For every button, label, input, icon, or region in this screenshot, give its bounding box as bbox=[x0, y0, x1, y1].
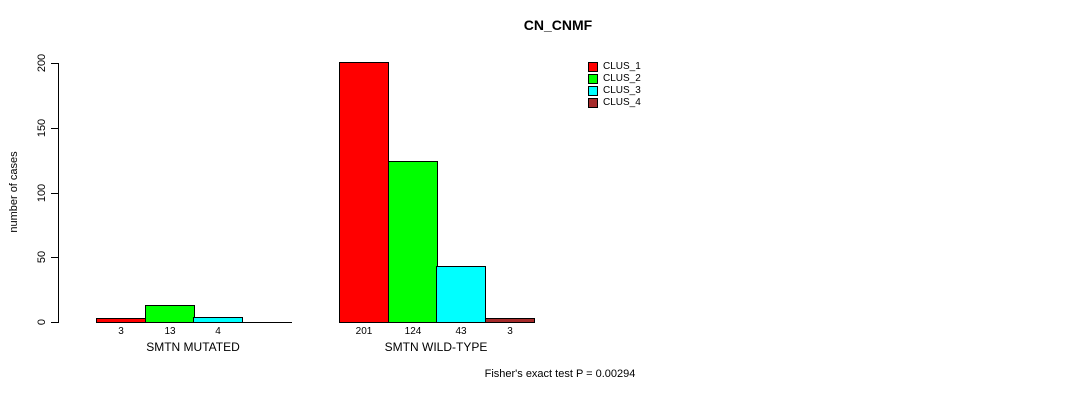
legend-swatch-clus_1 bbox=[588, 62, 598, 72]
bar-clus_2-2 bbox=[388, 161, 438, 323]
bar-value-label: 3 bbox=[507, 326, 513, 337]
legend-swatch-clus_2 bbox=[588, 74, 598, 84]
legend-entry-clus_4: CLUS_4 bbox=[588, 98, 641, 108]
y-tick bbox=[51, 128, 58, 129]
bar-clus_1-2 bbox=[339, 62, 389, 323]
bar-clus_4-1-zero bbox=[242, 322, 292, 323]
bar-clus_4-2 bbox=[485, 318, 535, 323]
legend-entry-clus_1: CLUS_1 bbox=[588, 62, 641, 72]
legend: CLUS_1 CLUS_2 CLUS_3 CLUS_4 bbox=[588, 62, 641, 108]
x-group-label: SMTN WILD-TYPE bbox=[384, 340, 488, 354]
y-tick-label: 100 bbox=[36, 183, 48, 203]
legend-entry-clus_3: CLUS_3 bbox=[588, 86, 641, 96]
bar-clus_1-1 bbox=[96, 318, 146, 323]
bar-clus_2-1 bbox=[145, 305, 195, 323]
legend-label: CLUS_1 bbox=[603, 61, 641, 72]
legend-entry-clus_2: CLUS_2 bbox=[588, 74, 641, 84]
chart-title: CN_CNMF bbox=[523, 17, 593, 33]
legend-label: CLUS_4 bbox=[603, 97, 641, 108]
y-tick-label: 200 bbox=[36, 53, 48, 73]
y-axis-line bbox=[58, 63, 59, 323]
bar-value-label: 13 bbox=[164, 326, 176, 337]
legend-swatch-clus_3 bbox=[588, 86, 598, 96]
y-tick bbox=[51, 257, 58, 258]
y-tick bbox=[51, 63, 58, 64]
y-tick-label: 50 bbox=[36, 250, 48, 264]
legend-label: CLUS_2 bbox=[603, 73, 641, 84]
bar-value-label: 43 bbox=[455, 326, 467, 337]
y-tick bbox=[51, 193, 58, 194]
y-tick-label: 150 bbox=[36, 118, 48, 138]
fisher-test-caption: Fisher's exact test P = 0.00294 bbox=[484, 368, 636, 380]
y-tick bbox=[51, 322, 58, 323]
bar-clus_3-2 bbox=[436, 266, 486, 323]
bar-value-label: 3 bbox=[118, 326, 124, 337]
y-tick-label: 0 bbox=[36, 318, 48, 326]
x-group-label: SMTN MUTATED bbox=[146, 340, 240, 354]
bar-clus_3-1 bbox=[193, 317, 243, 323]
legend-label: CLUS_3 bbox=[603, 85, 641, 96]
bar-value-label: 201 bbox=[355, 326, 373, 337]
bar-value-label: 124 bbox=[404, 326, 422, 337]
legend-swatch-clus_4 bbox=[588, 98, 598, 108]
bar-value-label: 4 bbox=[215, 326, 221, 337]
